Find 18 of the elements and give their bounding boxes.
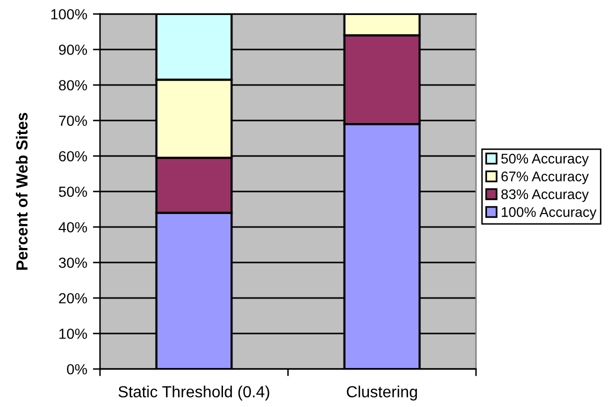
y-tick-label: 100% — [51, 9, 87, 20]
legend-label: 67% Accuracy — [501, 172, 589, 184]
x-tick-label: Clustering — [346, 386, 417, 401]
y-tick-label: 80% — [58, 80, 87, 90]
x-tick-label: Static Threshold (0.4) — [118, 386, 270, 401]
y-tick-label: 50% — [58, 186, 87, 197]
y-tick-label: 0% — [66, 364, 87, 374]
y-tick-label: 60% — [59, 151, 87, 162]
y-tick-label: 30% — [58, 258, 87, 268]
y-tick-label: 40% — [58, 222, 87, 232]
y-axis-title: Percent of Web Sites — [16, 112, 28, 270]
y-tick-label: 70% — [59, 116, 87, 126]
legend-label: 83% Accuracy — [501, 189, 589, 202]
y-tick-label: 10% — [59, 328, 87, 339]
legend-label: 50% Accuracy — [501, 154, 589, 166]
legend-label: 100% Accuracy — [502, 207, 596, 220]
y-tick-label: 90% — [58, 44, 87, 55]
y-tick-label: 20% — [59, 293, 87, 304]
